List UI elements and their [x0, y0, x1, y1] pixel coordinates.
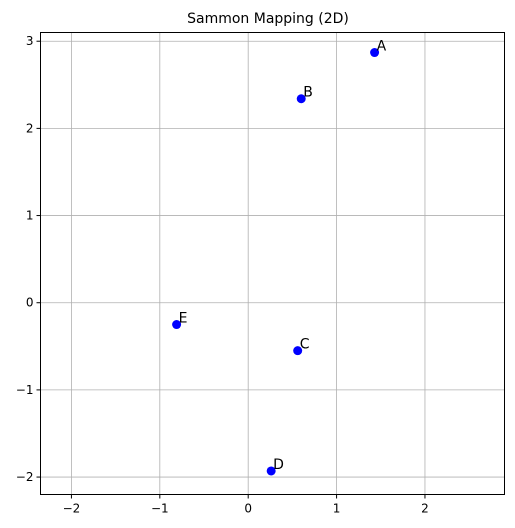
data-point-E: [172, 320, 182, 330]
point-label-B: B: [303, 85, 313, 101]
y-tick-label: 3: [26, 34, 34, 48]
x-tick-label: 2: [421, 502, 429, 516]
plot-frame: [40, 32, 505, 495]
x-tick-label: 1: [333, 502, 341, 516]
y-tick-label: −2: [16, 470, 34, 484]
chart-title: Sammon Mapping (2D): [187, 11, 349, 27]
point-label-A: A: [377, 39, 387, 55]
data-points: A B C D E: [172, 39, 387, 476]
y-tick-label: 1: [26, 209, 34, 223]
data-point-A: [370, 48, 380, 58]
y-tick-label: 0: [26, 296, 34, 310]
x-tick-label: −2: [63, 502, 81, 516]
data-point-B: [296, 94, 306, 104]
x-tick-label: −1: [151, 502, 169, 516]
data-point-C: [293, 346, 303, 356]
y-tick-label: 2: [26, 121, 34, 135]
point-label-C: C: [300, 337, 310, 353]
grid-lines: [40, 32, 505, 495]
axis-ticks: −2 −1 0 1 2 −2 −1 0 1 2 3: [16, 34, 429, 515]
point-label-E: E: [179, 311, 188, 327]
point-label-D: D: [273, 457, 284, 473]
data-point-D: [266, 466, 276, 476]
y-tick-label: −1: [16, 383, 34, 397]
x-tick-label: 0: [244, 502, 252, 516]
